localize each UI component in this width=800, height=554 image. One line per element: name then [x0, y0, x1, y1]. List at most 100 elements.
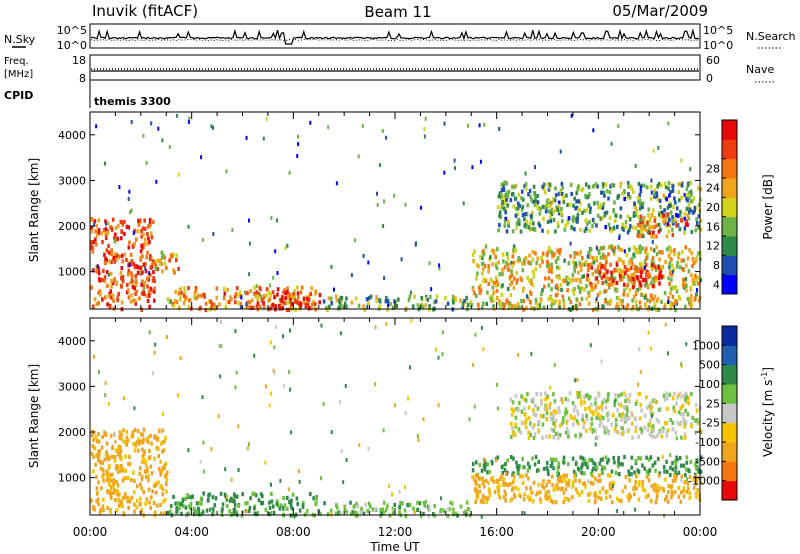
echo-cell [638, 280, 642, 285]
echo-cell [286, 300, 290, 305]
echo-cell [101, 467, 105, 472]
echo-cell [376, 191, 378, 196]
echo-cell [152, 483, 156, 488]
echo-cell [578, 492, 581, 497]
echo-cell [109, 509, 112, 515]
echo-cell [607, 252, 610, 257]
echo-cell [545, 460, 549, 466]
echo-cell [524, 186, 528, 191]
echo-cell [434, 347, 437, 352]
echo-cell [105, 258, 109, 263]
echo-cell [688, 302, 692, 307]
echo-cell [172, 268, 175, 273]
echo-cell [634, 249, 637, 254]
echo-cell [110, 495, 113, 500]
echo-cell [459, 298, 462, 303]
echo-cell [557, 191, 561, 196]
echo-cell [446, 513, 450, 519]
echo-cell [314, 291, 317, 296]
echo-cell [547, 471, 550, 477]
echo-cell [474, 332, 477, 337]
echo-cell [553, 422, 557, 427]
echo-cell [637, 229, 640, 234]
echo-cell [575, 419, 579, 424]
echo-cell [532, 408, 535, 413]
echo-cell [617, 296, 620, 301]
frequency-panel: Freq. [MHz] 18 8 60 0 Nave [4, 54, 775, 85]
echo-cell [471, 461, 475, 467]
echo-cell [505, 299, 508, 304]
echo-cell [573, 286, 576, 291]
echo-cell [193, 512, 196, 517]
echo-cell [152, 219, 155, 224]
echo-cell [302, 296, 306, 301]
echo-cell [601, 252, 605, 257]
echo-cell [637, 382, 640, 387]
echo-cell [487, 269, 490, 274]
echo-cell [127, 462, 130, 467]
echo-cell [302, 500, 305, 506]
echo-cell [309, 120, 312, 125]
echo-cell [238, 290, 242, 295]
echo-cell [102, 228, 106, 233]
echo-cell [542, 216, 545, 221]
echo-cell [293, 514, 296, 519]
echo-cell [116, 469, 120, 474]
echo-cell [123, 475, 126, 481]
echo-cell [538, 263, 542, 268]
echo-cell [254, 493, 258, 498]
echo-cell [162, 448, 166, 453]
echo-cell [130, 261, 133, 267]
power-ylabel: Slant Range [km] [27, 158, 41, 262]
echo-cell [97, 271, 101, 276]
echo-cell [162, 499, 165, 504]
echo-cell [559, 487, 563, 492]
echo-cell [276, 218, 278, 223]
echo-cell [638, 416, 642, 421]
echo-cell [624, 225, 627, 230]
echo-cell [367, 260, 370, 265]
echo-cell [374, 325, 377, 330]
echo-cell [656, 488, 659, 493]
echo-cell [419, 513, 423, 519]
echo-cell [283, 288, 286, 293]
echo-cell [680, 362, 683, 367]
echo-cell [638, 300, 642, 305]
echo-cell [146, 241, 149, 246]
echo-cell [113, 259, 117, 264]
echo-cell [112, 478, 115, 483]
echo-cell [626, 283, 630, 288]
echo-cell [558, 305, 561, 310]
echo-cell [643, 302, 647, 307]
echo-cell [164, 435, 167, 440]
echo-cell [145, 255, 148, 260]
time-tick-label: 08:00 [276, 525, 311, 539]
echo-cell [567, 462, 570, 467]
echo-cell [605, 495, 608, 500]
echo-cell [423, 127, 426, 131]
echo-cell [601, 486, 605, 491]
echo-cell [694, 481, 698, 486]
echo-cell [515, 221, 519, 226]
echo-cell [671, 188, 675, 193]
echo-cell [611, 484, 614, 488]
echo-cell [142, 427, 146, 432]
echo-cell [573, 255, 576, 260]
echo-cell [666, 351, 669, 356]
echo-cell [675, 473, 678, 478]
echo-cell [509, 282, 512, 287]
power-cbar-label: Power [dB] [761, 174, 775, 239]
echo-cell [142, 457, 145, 462]
echo-cell [234, 385, 237, 390]
echo-cell [689, 180, 692, 185]
echo-cell [630, 411, 633, 416]
echo-cell [639, 223, 642, 229]
colorbar-tick-label: -500 [695, 455, 720, 468]
echo-cell [686, 256, 690, 261]
echo-cell [517, 218, 520, 223]
echo-cell [201, 237, 204, 242]
echo-cell [587, 301, 591, 306]
echo-cell [141, 254, 144, 259]
echo-cell [363, 307, 367, 312]
echo-cell [618, 412, 621, 418]
